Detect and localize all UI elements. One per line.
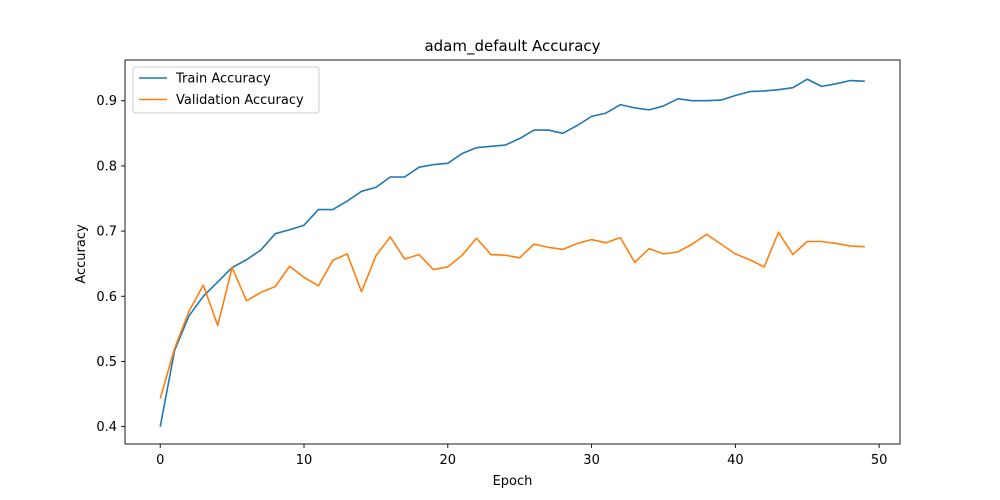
y-tick-label: 0.9 <box>96 94 117 109</box>
series-line-1 <box>159 231 865 399</box>
y-tick-label: 0.7 <box>96 225 117 240</box>
x-tick-label: 50 <box>871 453 888 468</box>
y-tick-label: 0.4 <box>96 420 117 435</box>
chart-title: adam_default Accuracy <box>424 37 600 56</box>
legend: Train Accuracy Validation Accuracy <box>132 66 320 114</box>
x-tick-label: 20 <box>440 453 457 468</box>
y-axis-label: Accuracy <box>74 224 89 284</box>
axes-frame <box>124 59 901 445</box>
legend-box <box>132 66 320 114</box>
y-tick-label: 0.5 <box>96 355 117 370</box>
plot-area: 0 10 20 30 40 50 0.4 0.5 0.6 0.7 0.8 0.9 <box>96 59 901 468</box>
legend-label: Train Accuracy <box>175 72 271 87</box>
x-tick-label: 30 <box>583 453 600 468</box>
series-line-0 <box>159 78 865 427</box>
y-tick-label: 0.6 <box>96 290 117 305</box>
y-tick-label: 0.8 <box>96 159 117 174</box>
x-tick-label: 40 <box>727 453 744 468</box>
legend-label: Validation Accuracy <box>176 93 304 108</box>
x-axis-label: Epoch <box>493 474 533 489</box>
x-tick-label: 0 <box>156 453 164 468</box>
x-tick-label: 10 <box>296 453 313 468</box>
